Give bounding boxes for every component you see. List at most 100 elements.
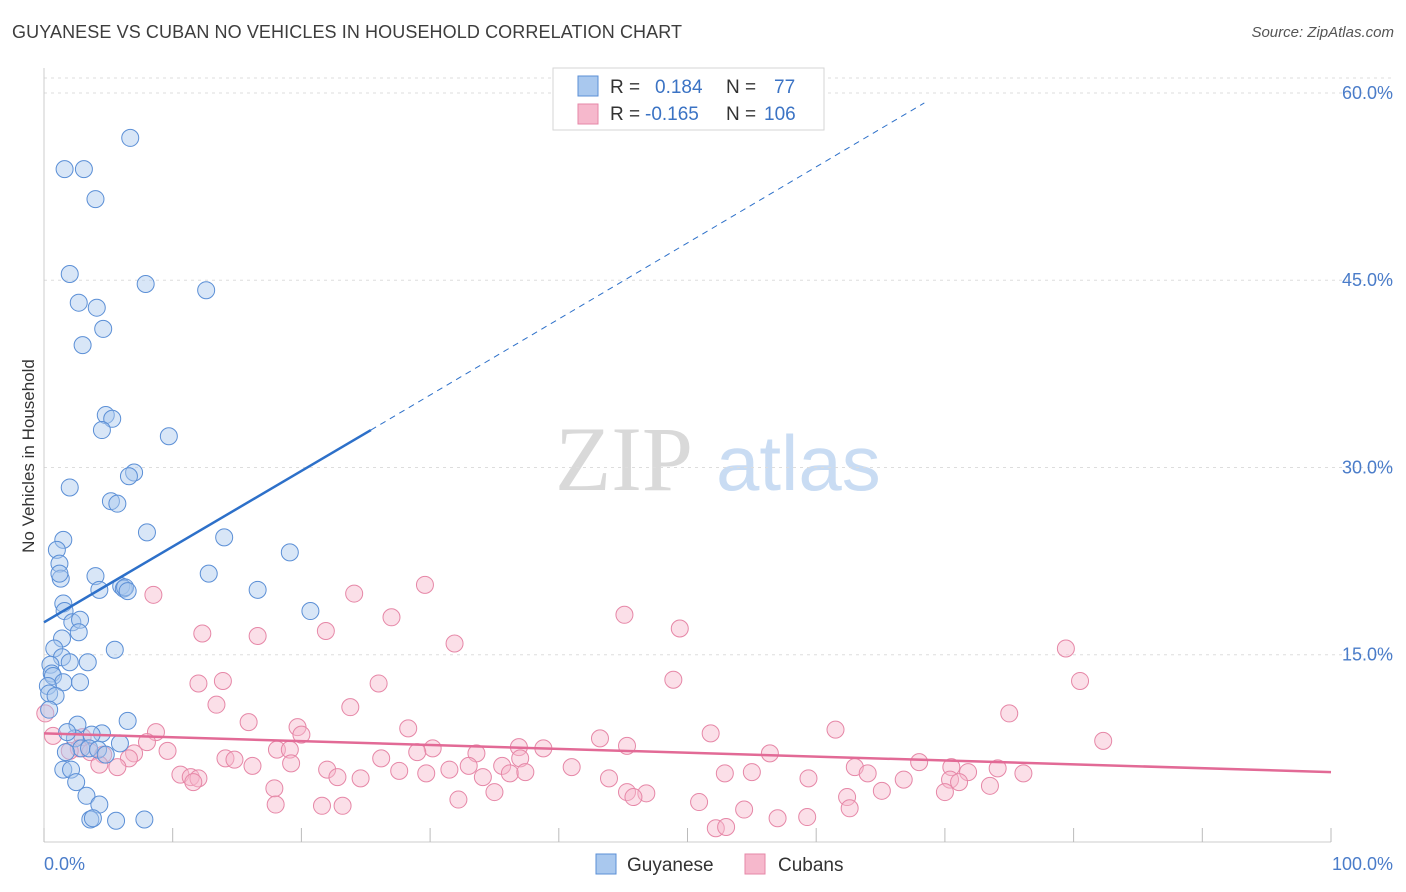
guyanese-point-69	[54, 760, 73, 779]
cuban-point-97	[266, 795, 285, 814]
cuban-point-11	[1056, 639, 1075, 658]
guyanese-point-63	[110, 734, 129, 753]
chart-title: GUYANESE VS CUBAN NO VEHICLES IN HOUSEHO…	[12, 22, 683, 42]
x-tick-label-min: 0.0%	[44, 854, 85, 874]
cuban-point-9	[248, 627, 267, 646]
guyanese-point-50	[44, 666, 63, 685]
cuban-point-27	[701, 724, 720, 743]
cuban-point-86	[265, 779, 284, 798]
guyanese-point-17	[60, 478, 79, 497]
y-tick-label-15: 15.0%	[1342, 645, 1393, 665]
guyanese-point-22	[215, 528, 234, 547]
guyanese-point-65	[80, 739, 99, 758]
legend-r-label-cubans: R =	[610, 104, 640, 125]
x-ticks	[43, 828, 1332, 842]
cuban-point-46	[760, 744, 779, 763]
cuban-point-82	[894, 770, 913, 789]
cuban-point-87	[485, 783, 504, 802]
cuban-point-71	[959, 763, 978, 782]
cuban-point-67	[516, 763, 535, 782]
cuban-point-77	[328, 768, 347, 787]
cuban-point-20	[239, 713, 258, 732]
y-axis-label: No Vehicles in Household	[19, 359, 38, 553]
cuban-point-65	[440, 760, 459, 779]
cuban-point-1	[415, 575, 434, 594]
guyanese-point-23	[47, 540, 66, 559]
cuban-point-102	[798, 808, 817, 827]
guyanese-point-5	[136, 274, 155, 293]
guyanese-point-43	[105, 640, 124, 659]
legend: R = 0.184 N = 77 R = -0.165 N = 106	[552, 67, 825, 131]
cuban-point-19	[1000, 704, 1019, 723]
guyanese-point-21	[54, 530, 73, 549]
guyanese-point-42	[53, 629, 72, 648]
cuban-point-78	[351, 769, 370, 788]
x-tick-label-max: 100.0%	[1332, 854, 1393, 874]
guyanese-point-62	[58, 723, 77, 742]
guyanese-point-67	[56, 743, 75, 762]
cuban-point-70	[858, 764, 877, 783]
guyanese-points	[38, 128, 320, 830]
cuban-point-15	[369, 674, 388, 693]
guyanese-point-9	[94, 319, 113, 338]
cuban-point-54	[108, 758, 127, 777]
cuban-point-57	[459, 756, 478, 775]
bottom-legend-label-cubans: Cubans	[778, 855, 844, 876]
cuban-point-41	[158, 741, 177, 760]
cuban-point-14	[213, 671, 232, 690]
legend-n-value-guyanese: 77	[774, 77, 795, 98]
guyanese-point-28	[86, 567, 105, 586]
cuban-point-64	[417, 764, 436, 783]
cuban-point-51	[511, 749, 530, 768]
cuban-point-58	[493, 756, 512, 775]
cuban-point-12	[664, 670, 683, 689]
legend-n-value-cubans: 106	[764, 104, 796, 125]
guyanese-point-77	[135, 810, 154, 829]
bottom-legend-label-guyanese: Guyanese	[627, 855, 714, 876]
cuban-point-75	[181, 768, 200, 787]
guyanese-point-29	[199, 564, 218, 583]
cuban-point-29	[44, 726, 63, 745]
cuban-points	[36, 575, 1113, 838]
cuban-point-91	[872, 781, 891, 800]
cuban-point-84	[950, 773, 969, 792]
guyanese-point-24	[280, 543, 299, 562]
guyanese-point-41	[69, 623, 88, 642]
guyanese-point-35	[248, 580, 267, 599]
cuban-point-5	[382, 608, 401, 627]
guyanese-point-2	[74, 160, 93, 179]
cuban-point-4	[615, 605, 634, 624]
cuban-point-96	[690, 793, 709, 812]
cuban-point-99	[333, 796, 352, 815]
cuban-point-59	[562, 758, 581, 777]
guyanese-point-20	[137, 523, 156, 542]
guyanese-point-75	[83, 809, 102, 828]
cuban-point-40	[125, 744, 144, 763]
cuban-point-62	[318, 760, 337, 779]
cuban-point-100	[735, 800, 754, 819]
cuban-point-10	[445, 634, 464, 653]
legend-n-label-guyanese: N =	[726, 77, 756, 98]
cuban-point-48	[216, 749, 235, 768]
watermark-zip: ZIP	[555, 408, 693, 510]
guyanese-point-19	[108, 494, 127, 513]
cuban-point-22	[399, 719, 418, 738]
cuban-point-49	[225, 750, 244, 769]
cuban-point-73	[988, 759, 1007, 778]
guyanese-point-13	[92, 421, 111, 440]
trend-lines	[43, 102, 1332, 774]
legend-r-value-cubans: -0.165	[645, 104, 699, 125]
legend-n-label-cubans: N =	[726, 104, 756, 125]
guyanese-trend-line	[43, 428, 372, 624]
guyanese-point-46	[78, 653, 97, 672]
cuban-point-69	[742, 763, 761, 782]
guyanese-point-6	[197, 281, 216, 300]
cuban-point-25	[292, 725, 311, 744]
y-tick-label-45: 45.0%	[1342, 270, 1393, 290]
cuban-point-68	[715, 764, 734, 783]
cuban-point-23	[826, 720, 845, 739]
guyanese-point-72	[77, 786, 96, 805]
guyanese-point-10	[73, 336, 92, 355]
cuban-point-26	[590, 729, 609, 748]
